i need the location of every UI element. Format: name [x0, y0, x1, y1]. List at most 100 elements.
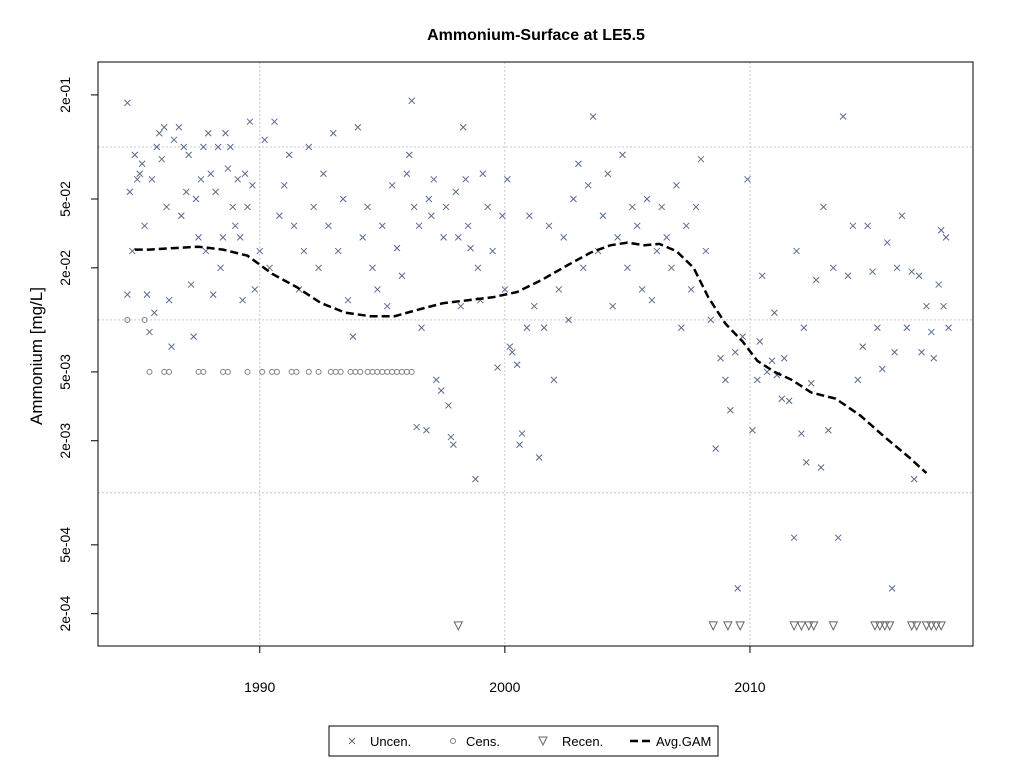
data-point-uncen [935, 281, 943, 288]
data-point-uncen [565, 316, 572, 324]
data-point-uncen [325, 222, 332, 230]
data-point-uncen [276, 212, 283, 220]
data-point-cens [357, 368, 364, 375]
data-point-uncen [930, 354, 938, 362]
data-point-uncen [758, 272, 766, 280]
data-point-uncen [506, 343, 514, 351]
data-point-uncen [940, 302, 947, 310]
data-point-uncen [829, 264, 837, 272]
data-point-uncen [249, 181, 256, 189]
data-point-uncen [315, 264, 322, 272]
data-point-uncen [222, 129, 229, 137]
data-point-recen [870, 621, 880, 631]
data-point-uncen [454, 234, 462, 241]
data-point-uncen [555, 286, 563, 293]
data-point-uncen [432, 376, 440, 384]
data-point-cens [200, 368, 207, 375]
data-point-cens [394, 368, 401, 375]
data-point-uncen [771, 309, 778, 317]
data-point-uncen [344, 296, 352, 304]
data-point-uncen [687, 286, 695, 293]
data-point-uncen [450, 441, 457, 448]
data-point-cens [273, 368, 280, 375]
data-point-recen [453, 621, 464, 631]
data-point-recen [931, 621, 942, 631]
data-point-uncen [663, 234, 670, 241]
data-point-uncen [800, 324, 808, 332]
data-point-uncen [633, 222, 641, 230]
data-point-uncen [677, 324, 685, 332]
data-point-uncen [859, 343, 867, 351]
data-point-uncen [489, 247, 496, 255]
data-point-uncen [383, 302, 391, 310]
data-point-uncen [423, 426, 430, 434]
data-point-uncen [479, 170, 487, 178]
data-point-uncen [177, 212, 185, 220]
data-point-uncen [697, 155, 705, 163]
data-point-uncen [849, 222, 857, 230]
data-point-uncen [124, 291, 131, 298]
data-point-uncen [158, 155, 166, 163]
data-point-uncen [440, 234, 447, 241]
data-point-uncen [702, 247, 710, 255]
data-point-uncen [628, 203, 636, 211]
data-point-recen [708, 621, 719, 631]
data-point-cens [161, 368, 168, 375]
plot-data [124, 97, 952, 631]
data-point-uncen [190, 333, 197, 340]
data-point-uncen [393, 244, 401, 252]
data-point-uncen [280, 181, 288, 189]
data-point-uncen [195, 234, 202, 241]
x-axis: 1990 2000 2010 [244, 646, 766, 695]
data-point-uncen [893, 264, 901, 272]
data-point-uncen [560, 234, 568, 241]
legend-label-gam: Avg.GAM [656, 734, 711, 749]
legend: Uncen. Cens. Recen. Avg.GAM [328, 725, 719, 757]
data-point-uncen [209, 291, 217, 298]
data-point-uncen [891, 348, 898, 356]
data-point-uncen [915, 272, 923, 280]
data-point-uncen [785, 397, 793, 405]
data-point-uncen [226, 143, 234, 151]
data-point-uncen [763, 368, 771, 376]
data-point-cens [124, 316, 131, 323]
data-point-uncen [349, 333, 357, 340]
data-point-uncen [707, 316, 715, 324]
data-point-uncen [151, 309, 158, 317]
data-point-uncen [624, 264, 631, 272]
data-point-uncen [408, 97, 416, 105]
y-tick-label: 2e-04 [57, 596, 73, 632]
data-point-uncen [165, 296, 173, 304]
data-point-cens [305, 368, 312, 375]
data-point-uncen [903, 324, 911, 332]
data-point-uncen [817, 464, 825, 471]
data-point-cens [374, 368, 381, 375]
data-point-cens [244, 368, 251, 375]
data-point-uncen [320, 170, 327, 178]
y-tick-label: 5e-03 [57, 354, 73, 390]
data-point-uncen [839, 113, 847, 120]
data-point-cens [166, 368, 173, 375]
data-point-uncen [457, 302, 465, 310]
data-point-uncen [339, 195, 347, 203]
data-point-cens [337, 368, 344, 375]
data-point-cens [288, 368, 295, 375]
data-point-uncen [793, 247, 800, 255]
data-point-uncen [261, 136, 269, 144]
data-point-uncen [753, 376, 761, 384]
legend-marker-triangle [538, 736, 548, 747]
data-point-uncen [388, 181, 396, 189]
data-point-uncen [126, 188, 134, 196]
data-point-uncen [579, 264, 587, 272]
legend-label-uncen: Uncen. [370, 734, 411, 749]
data-point-recen [803, 621, 814, 631]
data-point-uncen [175, 123, 183, 131]
legend-item-uncen: Uncen. [348, 734, 411, 749]
data-point-cens [403, 368, 410, 375]
data-point-uncen [878, 365, 886, 373]
data-point-uncen [124, 99, 131, 107]
data-point-uncen [374, 286, 381, 293]
data-point-uncen [418, 324, 425, 332]
data-point-uncen [234, 175, 242, 183]
data-point-recen [921, 621, 932, 631]
